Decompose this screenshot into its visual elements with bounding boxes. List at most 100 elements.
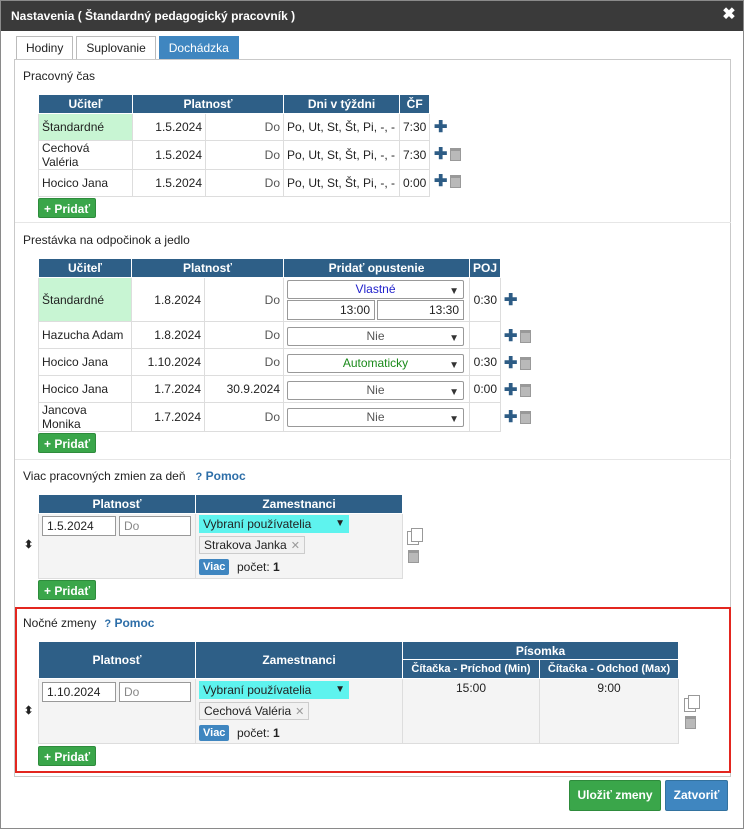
add-multi-shift-button[interactable]: + Pridať [38,580,97,600]
users-select[interactable]: Vybraní používatelia ▼ [199,681,349,699]
days-cell[interactable]: Po, Ut, St, Št, Pi, -, - [283,113,400,141]
teacher-cell: Jancova Monika [38,402,132,432]
sort-updown-icon[interactable]: ⬍ [24,539,34,551]
chevron-down-icon: ▼ [335,518,345,529]
tab-dochadzka[interactable]: Dochádzka [158,36,239,59]
to-cell[interactable]: Do [205,169,284,197]
plus-icon[interactable]: ✚ [504,409,518,426]
leave-select[interactable]: Nie ▼ [287,327,464,346]
col-add-leave: Pridať opustenie [283,258,470,278]
cf-cell[interactable]: 0:00 [398,169,431,197]
validity-to-input[interactable]: Do [119,516,191,536]
more-button[interactable]: Viac [199,725,230,741]
chevron-down-icon: ▼ [449,387,459,398]
poj-cell[interactable]: 0:00 [468,375,502,403]
days-cell[interactable]: Po, Ut, St, Št, Pi, -, - [283,140,400,170]
plus-icon[interactable]: ✚ [434,173,448,190]
copy-icon[interactable] [684,695,700,712]
user-chip-label: Cechová Valéria [204,704,292,718]
col-validity: Platnosť [132,94,284,114]
cf-cell[interactable]: 7:30 [398,113,431,141]
poj-cell[interactable]: 0:30 [468,277,502,322]
sort-updown-icon[interactable]: ⬍ [24,705,34,717]
from-cell[interactable]: 1.10.2024 [131,348,205,376]
trash-icon[interactable] [685,716,696,729]
user-chip: Cechová Valéria ✕ [199,702,310,720]
leave-select[interactable]: Automaticky ▼ [287,354,464,373]
dialog-titlebar: Nastavenia ( Štandardný pedagogický prac… [1,1,743,31]
trash-icon[interactable] [520,411,531,424]
to-cell[interactable]: Do [204,402,284,432]
trash-icon[interactable] [520,330,531,343]
trash-icon[interactable] [450,148,461,161]
from-cell[interactable]: 1.5.2024 [132,140,206,170]
help-link[interactable]: ? Pomoc [196,469,246,483]
to-cell[interactable]: Do [204,321,284,349]
from-cell[interactable]: 1.7.2024 [131,402,205,432]
leave-select-value: Nie [366,329,385,343]
save-button[interactable]: Uložiť zmeny [569,780,661,811]
break-time-from-input[interactable]: 13:00 [287,300,375,320]
plus-icon[interactable]: ✚ [504,328,518,345]
col-employees: Zamestnanci [195,641,403,679]
more-button[interactable]: Viac [199,559,230,575]
leave-select[interactable]: Nie ▼ [287,408,464,427]
table-row: Cechová Valéria 1.5.2024 Do Po, Ut, St, … [38,140,431,170]
leave-select[interactable]: Nie ▼ [287,381,464,400]
break-time-to-input[interactable]: 13:30 [377,300,464,320]
to-cell[interactable]: Do [204,348,284,376]
close-button[interactable]: Zatvoriť [665,780,728,811]
trash-icon[interactable] [408,550,419,563]
from-cell[interactable]: 1.7.2024 [131,375,205,403]
from-cell[interactable]: 1.5.2024 [132,169,206,197]
days-cell[interactable]: Po, Ut, St, Št, Pi, -, - [283,169,400,197]
remove-icon[interactable]: ✕ [295,706,305,718]
chevron-down-icon: ▼ [449,333,459,344]
night-shift-table: Platnosť Zamestnanci Písomka Čítačka - P… [38,641,679,744]
cf-cell[interactable]: 7:30 [398,140,431,170]
count-label: počet: [237,726,270,740]
add-night-shift-button[interactable]: + Pridať [38,746,97,766]
copy-icon[interactable] [407,528,423,545]
plus-icon[interactable]: ✚ [504,292,518,309]
from-cell[interactable]: 1.8.2024 [131,321,205,349]
leave-select[interactable]: Vlastné ▼ [287,280,464,299]
count-value: 1 [273,726,280,740]
remove-icon[interactable]: ✕ [290,540,300,552]
chevron-down-icon: ▼ [449,414,459,425]
trash-icon[interactable] [520,384,531,397]
to-cell[interactable]: Do [204,277,284,322]
to-cell[interactable]: Do [205,140,284,170]
poj-cell[interactable]: 0:30 [468,348,502,376]
plus-icon[interactable]: ✚ [434,119,448,136]
work-time-title: Pracovný čas [23,69,96,83]
poj-cell[interactable] [468,402,502,432]
from-cell[interactable]: 1.5.2024 [132,113,206,141]
col-validity: Platnosť [131,258,284,278]
departure-cell[interactable]: 9:00 [539,678,679,744]
leave-select-value: Vlastné [355,282,396,296]
add-work-time-button[interactable]: + Pridať [38,198,97,218]
dialog-title: Nastavenia ( Štandardný pedagogický prac… [11,9,296,23]
plus-icon[interactable]: ✚ [504,355,518,372]
help-link[interactable]: ? Pomoc [104,616,154,630]
trash-icon[interactable] [450,175,461,188]
table-row: Štandardné 1.5.2024 Do Po, Ut, St, Št, P… [38,113,431,141]
validity-from-input[interactable]: 1.5.2024 [42,516,116,536]
validity-to-input[interactable]: Do [119,682,191,702]
add-break-button[interactable]: + Pridať [38,433,97,453]
from-cell[interactable]: 1.8.2024 [131,277,205,322]
tab-hodiny[interactable]: Hodiny [16,36,74,59]
tab-suplovanie[interactable]: Suplovanie [76,36,156,59]
poj-cell[interactable] [468,321,502,349]
validity-from-input[interactable]: 1.10.2024 [42,682,116,702]
close-icon[interactable]: ✖ [722,6,736,23]
users-select[interactable]: Vybraní používatelia ▼ [199,515,349,533]
to-cell[interactable]: Do [205,113,284,141]
plus-icon[interactable]: ✚ [434,146,448,163]
plus-icon[interactable]: ✚ [504,382,518,399]
trash-icon[interactable] [520,357,531,370]
to-cell[interactable]: 30.9.2024 [204,375,284,403]
arrival-cell[interactable]: 15:00 [402,678,540,744]
table-row: Hocico Jana 1.5.2024 Do Po, Ut, St, Št, … [38,169,431,197]
